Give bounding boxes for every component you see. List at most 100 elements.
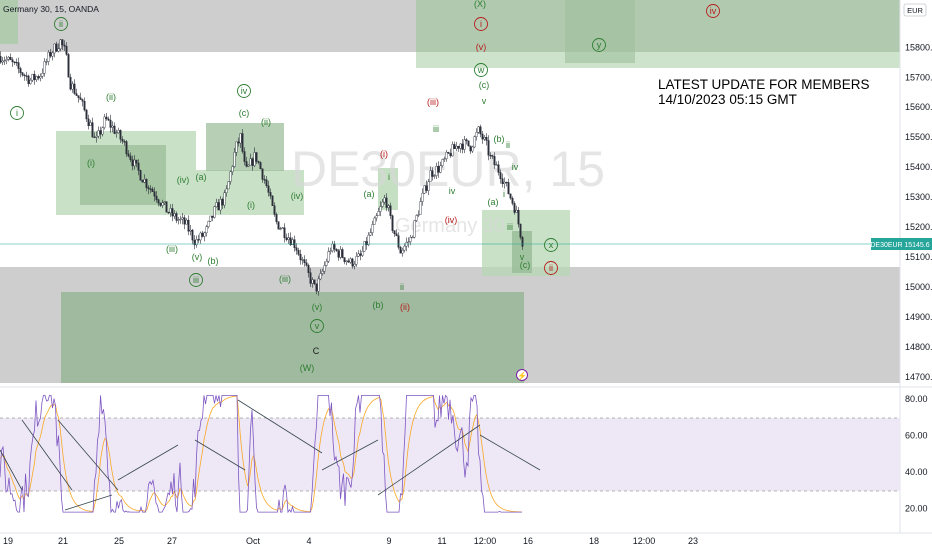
candle <box>427 178 430 196</box>
candle <box>459 143 462 153</box>
candle <box>51 50 54 61</box>
candle <box>299 249 302 265</box>
candle <box>385 193 388 212</box>
candle <box>267 180 270 197</box>
candle <box>53 43 56 58</box>
candle <box>283 223 286 243</box>
lightning-icon: ⚡ <box>517 371 527 381</box>
green-zone-bottom <box>61 292 524 383</box>
candle <box>47 50 50 66</box>
candle <box>235 141 238 157</box>
candle <box>441 158 444 168</box>
candle <box>311 277 314 288</box>
price-tick-label: 15400.0 <box>905 162 932 172</box>
candle <box>223 189 226 209</box>
candle <box>217 199 220 211</box>
green-zone-small <box>378 168 398 210</box>
candle <box>383 194 386 205</box>
green-zone-top-left <box>0 0 18 44</box>
price-tick-label: 15800.0 <box>905 42 932 52</box>
candle <box>219 196 222 215</box>
wave-circle <box>544 238 558 252</box>
wave-label: (iii) <box>427 97 439 107</box>
wave-circle <box>474 17 488 31</box>
wave-label: (c) <box>239 108 250 118</box>
candle <box>473 135 476 149</box>
candle <box>501 173 504 188</box>
wave-label: (a) <box>488 197 499 207</box>
candle <box>145 178 148 192</box>
price-tick-label: 14700.0 <box>905 372 932 382</box>
candle <box>55 41 58 52</box>
candle <box>111 121 114 133</box>
wave-circle <box>189 273 203 287</box>
currency-label: EUR <box>907 6 923 15</box>
lightning-badge[interactable] <box>516 369 528 381</box>
candle <box>417 210 420 218</box>
candle <box>491 154 494 159</box>
candle <box>103 113 106 130</box>
candle <box>329 247 332 255</box>
rsi-pane <box>0 394 900 514</box>
candle <box>259 161 262 170</box>
wave-label: (W) <box>300 363 315 373</box>
candle <box>515 205 518 213</box>
candle <box>225 185 228 197</box>
time-tick-label: 4 <box>306 536 311 546</box>
wave-label: (i) <box>380 149 388 159</box>
candle <box>477 125 480 134</box>
candle <box>75 88 78 97</box>
candle <box>157 198 160 207</box>
candle <box>421 188 424 206</box>
candle <box>7 55 10 62</box>
candle <box>1 57 4 66</box>
candle <box>457 145 460 152</box>
candle <box>197 234 200 243</box>
wave-label: v <box>315 321 320 331</box>
currency-box[interactable] <box>903 3 927 17</box>
candle <box>505 181 508 187</box>
wave-circle <box>474 63 488 77</box>
candle <box>255 152 258 164</box>
candle <box>239 132 242 149</box>
candle <box>369 228 372 237</box>
candle <box>493 152 496 169</box>
wave-label: y <box>597 40 602 50</box>
rsi-tick-label: 20.00 <box>905 504 928 514</box>
candle <box>41 68 44 79</box>
candle <box>487 135 490 161</box>
zones-layer <box>0 0 900 383</box>
candle <box>139 169 142 181</box>
rsi-trendline <box>194 439 246 471</box>
wave-label: (v) <box>192 252 203 262</box>
green-zone-left-inner <box>80 145 166 205</box>
wave-label: x <box>549 240 554 250</box>
candle <box>119 129 122 143</box>
price-axis-ticks: 14700.0 14800.0 14900.0 15000.0 15100.0 15200… <box>905 42 932 381</box>
rsi-band <box>0 418 900 491</box>
candle <box>465 138 468 145</box>
candle <box>403 243 406 253</box>
candle <box>517 207 520 228</box>
candle <box>437 161 440 178</box>
candle <box>419 197 422 215</box>
candle <box>307 263 310 278</box>
wave-label: (a) <box>364 189 375 199</box>
wave-label: iv <box>241 86 248 96</box>
wave-circle <box>10 106 24 120</box>
candle <box>233 147 236 168</box>
candle <box>415 214 418 222</box>
green-zone-x-inner <box>416 0 900 52</box>
candle <box>365 236 368 250</box>
candles-layer <box>0 38 524 296</box>
candle <box>117 127 120 134</box>
candle <box>31 73 34 83</box>
price-tick-label: 15200.0 <box>905 222 932 232</box>
candle <box>177 216 180 225</box>
candle <box>43 58 46 77</box>
candle <box>21 71 24 77</box>
candle <box>135 159 138 168</box>
candle <box>33 70 36 85</box>
candle <box>301 256 304 265</box>
